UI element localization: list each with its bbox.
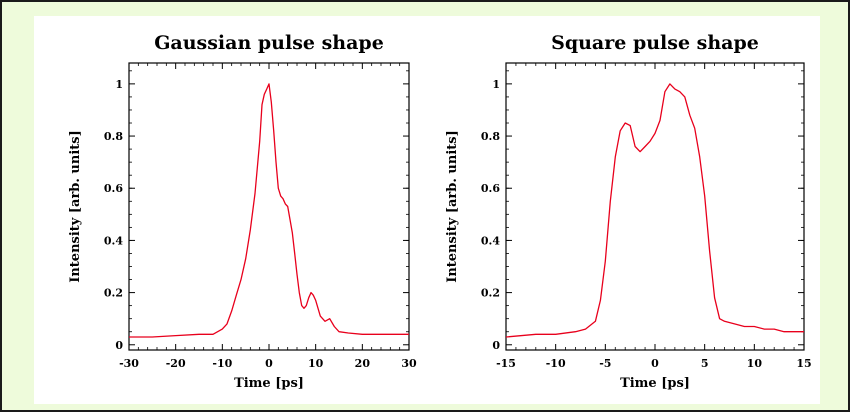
chart2-ytick-label: 0.8 (481, 130, 500, 143)
chart1-ytick-label: 0 (115, 339, 123, 352)
chart1-ytick-label: 0.2 (104, 287, 123, 300)
chart1-xtick-label: 20 (355, 357, 371, 370)
chart1-ytick-label: 0.6 (104, 182, 123, 195)
chart2-ytick-label: 1 (492, 78, 500, 91)
chart2-xlabel: Time [ps] (620, 376, 690, 391)
pulse-shape-charts: Gaussian pulse shape-30 -20 -10 0 10 20 3000.2… (68, 32, 812, 391)
chart1-xlabel: Time [ps] (234, 376, 304, 391)
chart2-xtick-label: -5 (599, 357, 611, 370)
chart1-ytick-label: 0.8 (104, 130, 123, 143)
chart1-title: Gaussian pulse shape (154, 32, 384, 54)
chart2-xtick-label: 10 (747, 357, 763, 370)
chart1-plot-frame (128, 62, 410, 351)
chart2-series-line (505, 83, 804, 338)
figure-panel: Gaussian pulse shape -30 -20 -10 0 10 20 30 0 0.2… (34, 16, 820, 404)
chart2-title: Square pulse shape (551, 32, 759, 54)
chart2-ytick-label: 0.4 (481, 234, 500, 247)
chart2-xtick-label: -15 (496, 357, 516, 370)
chart2-xtick-label: -10 (546, 357, 566, 370)
chart1-ylabel: Intensity [arb. units] (68, 130, 83, 282)
chart1-series-line (129, 83, 409, 338)
chart1-xtick-label: -20 (166, 357, 186, 370)
chart2-xtick-label: 5 (701, 357, 709, 370)
chart2-ytick-label: 0.2 (481, 287, 500, 300)
chart1-xtick-label: -10 (212, 357, 232, 370)
chart2-ytick-label: 0 (492, 339, 500, 352)
chart1-xtick-label: 30 (401, 357, 417, 370)
chart2-ytick-label: 0.6 (481, 182, 500, 195)
chart2-xtick-label: 0 (651, 357, 659, 370)
chart2-plot-frame (505, 62, 805, 351)
chart2-xtick-label: 15 (796, 357, 811, 370)
chart1-ytick-label: 0.4 (104, 234, 123, 247)
chart2-ylabel: Intensity [arb. units] (445, 130, 460, 282)
chart1-xtick-label: -30 (119, 357, 139, 370)
chart1-ytick-label: 1 (115, 78, 123, 91)
chart1-xtick-label: 10 (308, 357, 324, 370)
chart1-xtick-label: 0 (265, 357, 273, 370)
